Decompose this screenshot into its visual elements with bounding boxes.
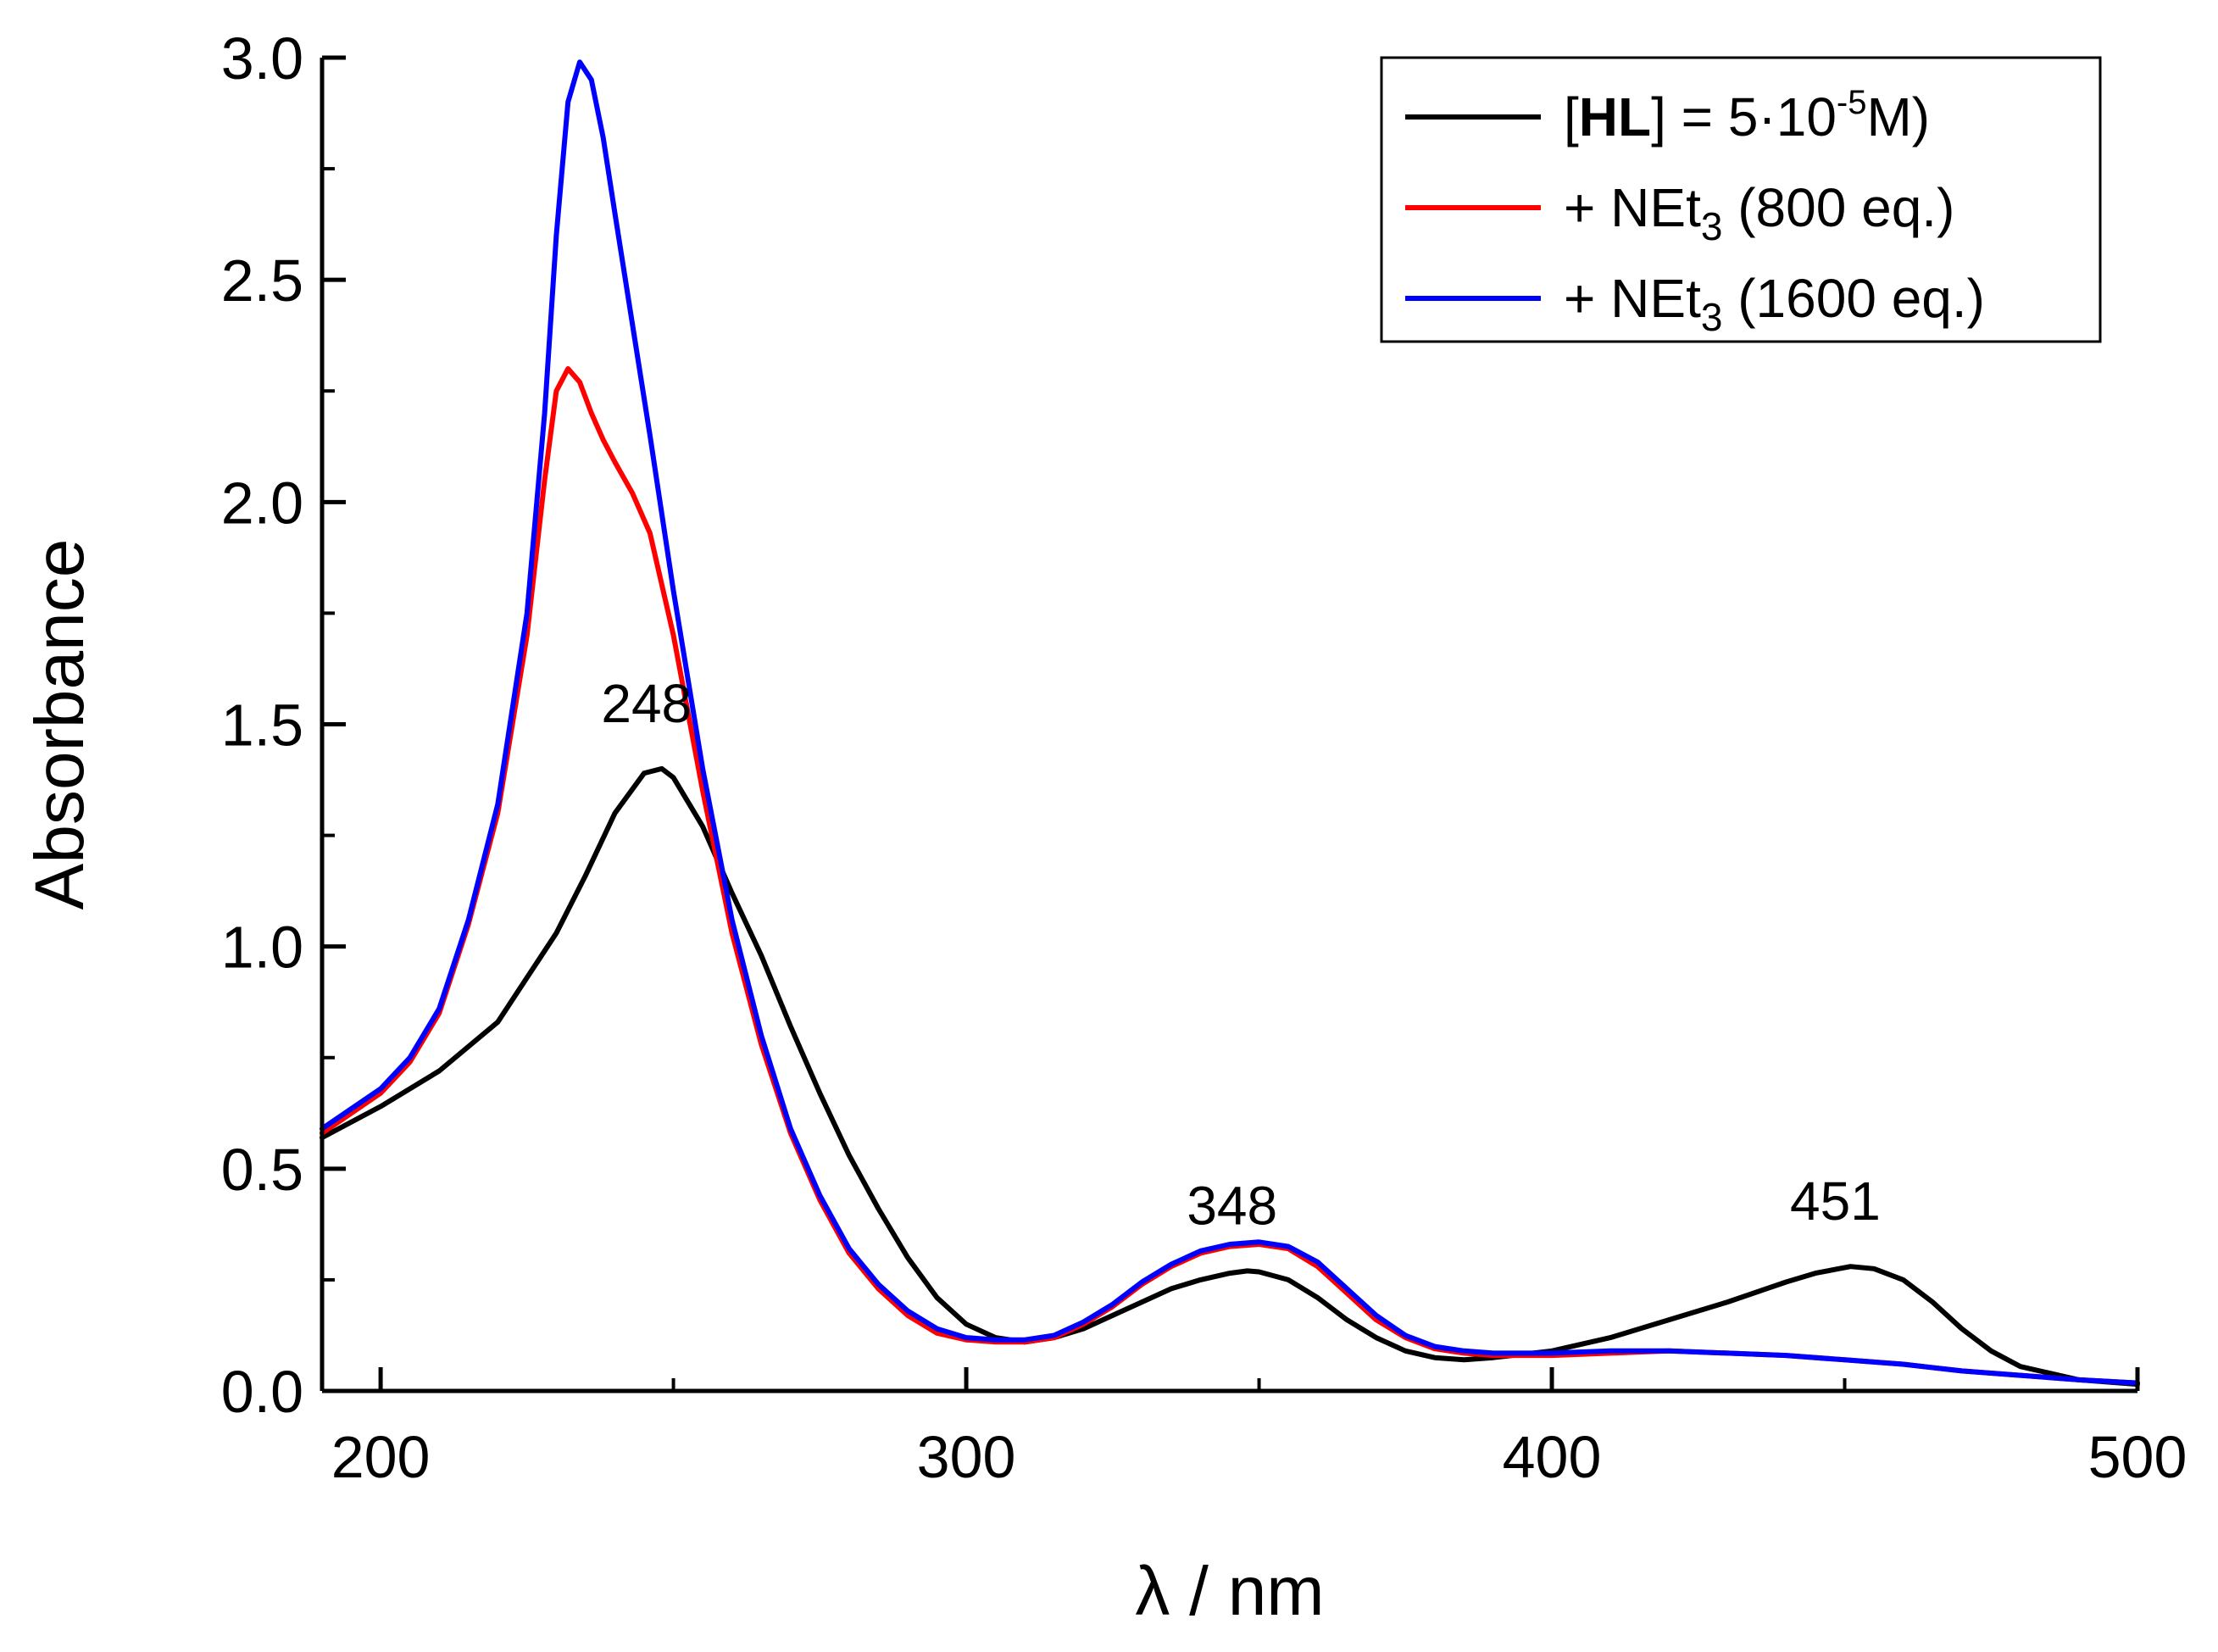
- series-line-2: [320, 59, 2140, 1386]
- legend-text-part: ] = 5·10: [1651, 86, 1837, 147]
- legend-text-part: HL: [1579, 86, 1651, 147]
- series-line-0: [320, 765, 2140, 1388]
- x-tick-label: 300: [917, 1424, 1016, 1490]
- annotation-layer: 248 348 451: [601, 673, 1880, 1236]
- legend-text-part: (1600 eq.): [1722, 268, 1985, 329]
- peak-label: 248: [601, 673, 692, 734]
- legend-text-part: 3: [1701, 204, 1723, 248]
- legend-text-part: + NEt: [1564, 268, 1701, 329]
- y-tick-label: 2.0: [221, 470, 303, 536]
- legend-text-part: + NEt: [1564, 177, 1701, 238]
- y-tick-label: 0.5: [221, 1137, 303, 1203]
- y-axis-title: Absorbance: [21, 539, 98, 910]
- legend-text-part: -5: [1837, 84, 1867, 121]
- legend-entry-1: + NEt3 (800 eq.): [1564, 177, 1954, 248]
- legend-text-part: M): [1866, 86, 1930, 147]
- peak-label: 348: [1187, 1175, 1277, 1236]
- x-tick-label: 400: [1503, 1424, 1602, 1490]
- legend-text-part: 3: [1701, 295, 1723, 339]
- legend-box: [1380, 56, 2102, 343]
- legend-entry-2: + NEt3 (1600 eq.): [1564, 268, 1985, 339]
- x-tick-label: 200: [331, 1424, 431, 1490]
- legend: [HL] = 5·10-5M)+ NEt3 (800 eq.)+ NEt3 (1…: [1380, 56, 2102, 343]
- legend-text-part: [: [1564, 86, 1579, 147]
- peak-label: 451: [1790, 1171, 1881, 1232]
- y-tick-label: 0.0: [221, 1359, 303, 1425]
- axes-layer: 0.0 0.5 1.0 1.5 2.0 2.5 3.0 200 300 400 500 λ / nm A…: [21, 25, 2187, 1630]
- x-axis-title: λ / nm: [1135, 1553, 1324, 1630]
- x-tick-label: 500: [2088, 1424, 2187, 1490]
- legend-entry-0: [HL] = 5·10-5M): [1564, 84, 1930, 147]
- y-tick-label: 3.0: [221, 25, 303, 92]
- y-tick-label: 1.5: [221, 693, 303, 759]
- legend-text-part: (800 eq.): [1722, 177, 1954, 238]
- y-tick-label: 2.5: [221, 248, 303, 314]
- y-tick-label: 1.0: [221, 915, 303, 981]
- series-layer: [320, 59, 2140, 1388]
